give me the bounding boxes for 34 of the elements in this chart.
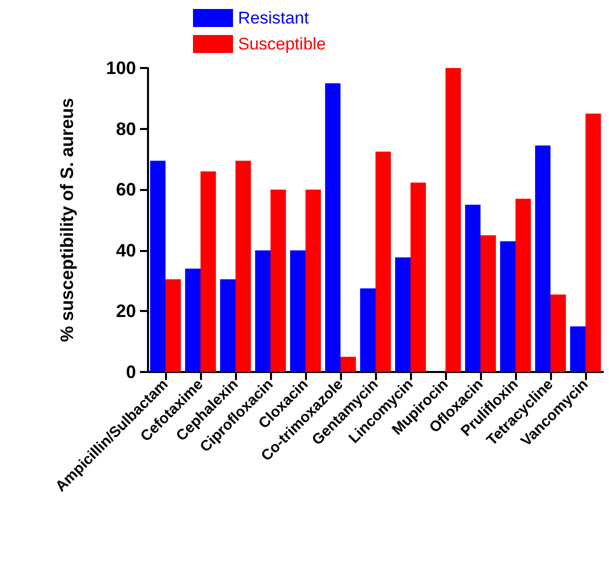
bar xyxy=(480,235,496,372)
bar xyxy=(465,204,480,372)
bar xyxy=(306,190,321,372)
bar xyxy=(340,356,356,372)
legend-label: Susceptible xyxy=(238,34,326,54)
bar xyxy=(516,198,531,372)
bar xyxy=(550,294,566,372)
bar xyxy=(290,250,306,372)
y-tick-label: 40 xyxy=(116,240,136,260)
bar xyxy=(570,326,586,372)
bar xyxy=(446,68,461,372)
bar xyxy=(200,171,216,372)
y-tick-label: 100 xyxy=(106,58,136,78)
bar xyxy=(395,257,410,372)
bar xyxy=(270,190,286,372)
bar xyxy=(376,152,391,372)
bar xyxy=(150,160,166,372)
bar xyxy=(255,250,270,372)
bar xyxy=(236,160,251,372)
y-tick-label: 0 xyxy=(126,362,136,382)
bar xyxy=(325,83,340,372)
y-tick-label: 60 xyxy=(116,180,136,200)
y-tick-label: 20 xyxy=(116,301,136,322)
bar xyxy=(535,146,550,372)
y-tick-label: 80 xyxy=(116,118,136,139)
bar xyxy=(586,114,601,372)
bar xyxy=(410,182,426,372)
legend-label: Resistant xyxy=(238,8,310,28)
bar xyxy=(360,288,376,372)
bar xyxy=(220,279,236,372)
y-axis-title: % susceptibility of S. aureus xyxy=(57,98,77,342)
bar xyxy=(185,268,200,372)
bar xyxy=(500,241,516,372)
bar xyxy=(166,279,181,372)
